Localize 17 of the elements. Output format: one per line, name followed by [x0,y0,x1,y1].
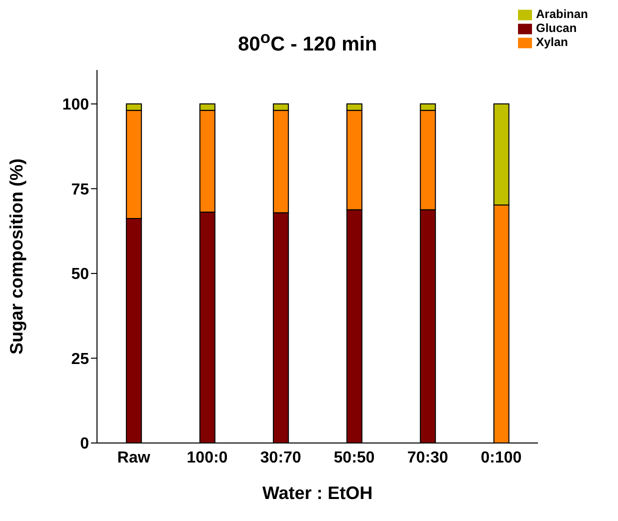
y-tick-label: 50 [71,266,90,284]
x-tick-label: Raw [117,449,151,466]
x-tick-label: 50:50 [334,449,375,466]
x-tick-label: 30:70 [260,449,302,466]
x-tick-label: 100:0 [186,449,228,466]
x-axis-title: Water : EtOH [262,483,373,503]
legend-label: Xylan [536,35,568,50]
y-tick-label: 0 [80,436,90,453]
legend-label: Glucan [536,21,577,36]
x-tick-label: 70:30 [407,449,448,466]
y-tick-label: 25 [71,350,90,368]
y-tick-label: 100 [62,96,90,114]
y-axis-title: Sugar composition (%) [6,158,26,355]
legend-label: Arabinan [536,7,588,22]
y-tick-label: 75 [71,181,90,198]
chart-title: 80$^{o}$C - 120 min [238,28,378,57]
x-tick-label: 0:100 [480,449,522,466]
